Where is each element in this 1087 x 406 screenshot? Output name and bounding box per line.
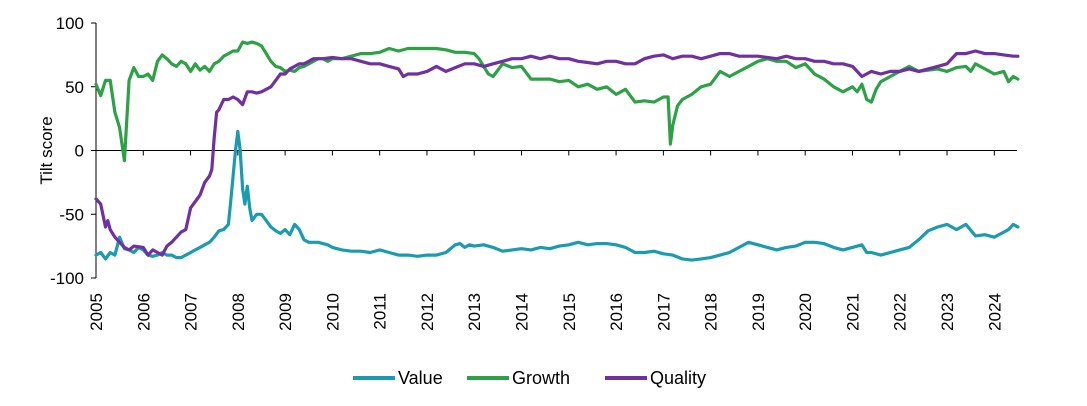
x-tick-label: 2013 [465,293,484,331]
x-tick-label: 2008 [229,293,248,331]
x-tick-label: 2017 [654,293,673,331]
x-tick-label: 2011 [371,293,390,330]
legend-label-value: Value [398,368,443,388]
series-line-value [94,129,1020,262]
series-line-quality [94,49,1020,257]
legend: Value Growth Quality [353,368,706,388]
legend-label-quality: Quality [650,368,706,388]
series-line-growth [94,40,1020,163]
x-tick-label: 2020 [796,293,815,331]
x-ticks: 2005 2006 2007 2008 2009 2010 2011 2012 2013 2014… [87,150,1004,331]
x-tick-label: 2014 [513,293,532,331]
x-tick-label: 2006 [134,293,153,331]
x-tick-label: 2015 [560,293,579,331]
x-tick-label: 2023 [938,293,957,331]
x-tick-label: 2024 [985,293,1004,331]
series-lines [94,40,1020,262]
x-tick-label: 2012 [418,293,437,331]
y-ticks: 100 50 0 -50 -100 [50,14,96,288]
x-tick-label: 2018 [702,293,721,331]
y-tick-label: 100 [56,14,84,33]
legend-label-growth: Growth [512,368,570,388]
x-tick-label: 2021 [843,293,862,331]
x-tick-label: 2007 [182,293,201,331]
x-tick-label: 2016 [607,293,626,331]
y-axis-title: Tilt score [37,116,56,184]
x-tick-label: 2010 [323,293,342,331]
x-tick-label: 2019 [749,293,768,331]
y-tick-label: -50 [59,205,84,224]
y-tick-label: -100 [50,269,84,288]
y-tick-label: 0 [75,142,84,161]
x-tick-label: 2005 [87,293,106,331]
y-tick-label: 50 [65,78,84,97]
x-tick-label: 2022 [891,293,910,331]
x-tick-label: 2009 [276,293,295,331]
